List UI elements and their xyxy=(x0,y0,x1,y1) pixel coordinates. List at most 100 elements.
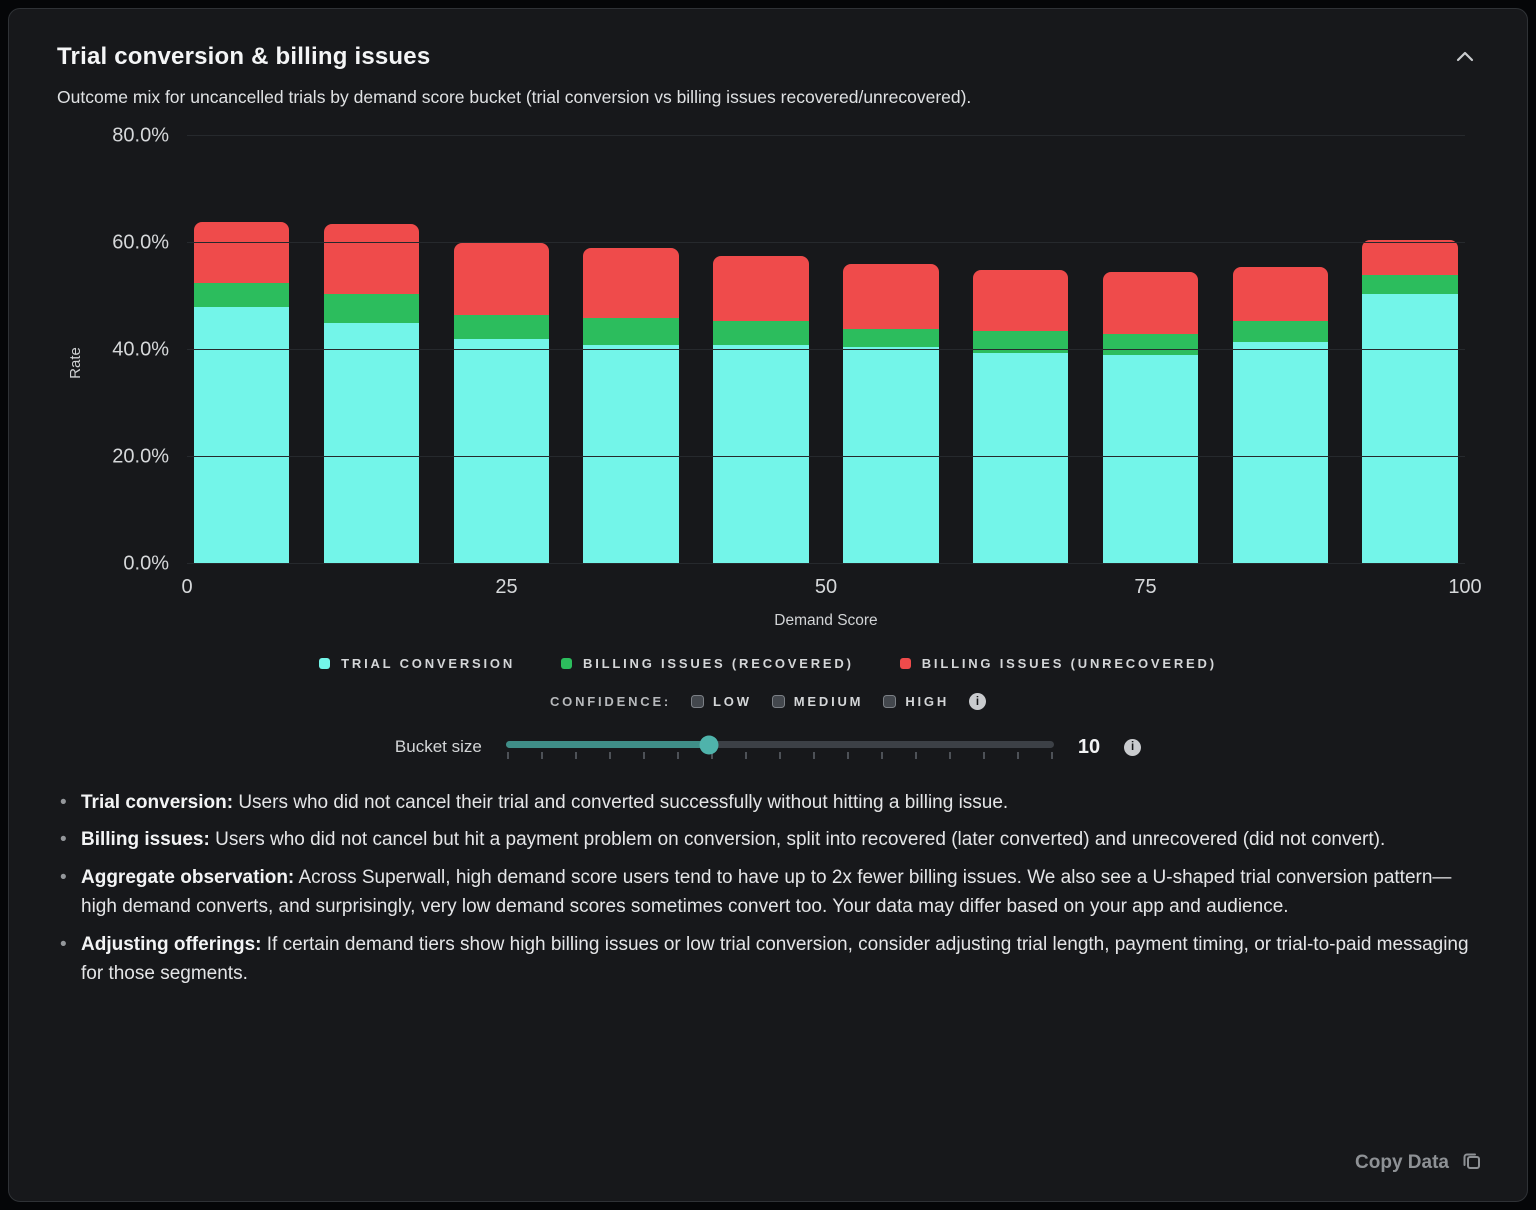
slider-tick xyxy=(778,752,781,759)
bar-segment xyxy=(972,331,1069,353)
slider-tick xyxy=(608,752,611,759)
y-axis-tick-label: 40.0% xyxy=(112,338,169,361)
bar-segment xyxy=(843,328,939,348)
bucket-size-row: Bucket size 10 i xyxy=(57,734,1479,760)
bar-segment xyxy=(323,224,420,294)
x-axis-tick-label: 100 xyxy=(1448,576,1482,598)
checkbox[interactable] xyxy=(691,695,705,708)
chevron-up-icon xyxy=(1455,51,1475,66)
stacked-bar-30-40[interactable] xyxy=(583,248,679,564)
checkbox[interactable] xyxy=(883,695,897,708)
y-axis-tick-label: 20.0% xyxy=(112,445,169,468)
note-text: Users who did not cancel but hit a payme… xyxy=(209,829,1386,851)
y-axis-title: Rate xyxy=(67,347,84,380)
bucket-size-slider[interactable] xyxy=(505,734,1054,760)
confidence-option-label: LOW xyxy=(713,694,752,709)
gridline xyxy=(187,242,1465,243)
stacked-bar-70-80[interactable] xyxy=(1102,272,1199,564)
card-subtitle: Outcome mix for uncancelled trials by de… xyxy=(57,87,972,107)
legend-swatch xyxy=(319,658,331,669)
legend-item[interactable]: TRIAL CONVERSION xyxy=(319,656,515,671)
slider-tick xyxy=(744,752,747,759)
card-header: Trial conversion & billing issues xyxy=(57,43,1479,71)
bar-segment xyxy=(1102,355,1199,564)
slider-tick xyxy=(880,752,883,759)
y-axis-tick-label: 80.0% xyxy=(112,124,169,147)
bars-container xyxy=(187,136,1465,564)
stacked-bar-90-100[interactable] xyxy=(1362,240,1458,564)
copy-icon xyxy=(1462,1151,1481,1175)
bar-segment xyxy=(713,256,809,321)
slider-tick xyxy=(540,752,543,759)
copy-data-button[interactable]: Copy Data xyxy=(1355,1151,1481,1175)
trial-conversion-card: Trial conversion & billing issues Outcom… xyxy=(8,8,1528,1202)
slider-fill xyxy=(505,741,709,748)
legend-item[interactable]: BILLING ISSUES (UNRECOVERED) xyxy=(899,656,1217,671)
slider-tick xyxy=(982,752,985,759)
bar-segment xyxy=(453,339,550,564)
x-axis-tick-label: 0 xyxy=(181,576,193,598)
slider-tick xyxy=(506,752,509,759)
y-axis-tick-label: 60.0% xyxy=(112,231,169,254)
confidence-option-label: MEDIUM xyxy=(793,694,864,709)
slider-ticks xyxy=(506,752,1053,760)
stacked-bar-20-30[interactable] xyxy=(453,243,550,564)
confidence-option-label: HIGH xyxy=(905,694,950,709)
confidence-option-low[interactable]: LOW xyxy=(691,694,752,709)
bar-segment xyxy=(1232,320,1329,342)
slider-track[interactable] xyxy=(505,741,1054,748)
confidence-label: CONFIDENCE: xyxy=(549,694,672,709)
info-icon[interactable]: i xyxy=(969,693,987,710)
note-text: If certain demand tiers show high billin… xyxy=(81,933,1469,985)
stacked-bar-60-70[interactable] xyxy=(972,269,1069,564)
confidence-options: LOW MEDIUM HIGH xyxy=(691,694,949,709)
stacked-bar-0-10[interactable] xyxy=(194,221,290,564)
bar-segment xyxy=(1232,341,1329,564)
note-text: Users who did not cancel their trial and… xyxy=(233,792,1009,813)
slider-tick xyxy=(1016,752,1019,759)
slider-thumb[interactable] xyxy=(699,735,719,754)
bar-segment xyxy=(972,352,1069,564)
legend-swatch xyxy=(899,658,911,669)
legend-label: BILLING ISSUES (UNRECOVERED) xyxy=(921,656,1217,671)
slider-tick xyxy=(1050,752,1053,759)
stacked-bar-40-50[interactable] xyxy=(713,256,809,564)
bar-segment xyxy=(323,293,420,324)
bucket-size-label: Bucket size xyxy=(394,737,482,756)
note-lead: Aggregate observation: xyxy=(81,866,295,888)
slider-tick xyxy=(710,752,713,759)
chart-legend: TRIAL CONVERSION BILLING ISSUES (RECOVERE… xyxy=(57,656,1479,671)
bar-segment xyxy=(583,248,679,318)
gridline xyxy=(187,563,1465,564)
bar-segment xyxy=(972,269,1069,332)
notes-list: Trial conversion: Users who did not canc… xyxy=(57,788,1479,989)
legend-item[interactable]: BILLING ISSUES (RECOVERED) xyxy=(561,656,854,671)
bar-segment xyxy=(713,344,809,564)
stacked-bar-10-20[interactable] xyxy=(323,224,420,564)
slider-tick xyxy=(846,752,849,759)
note-item: Adjusting offerings: If certain demand t… xyxy=(57,930,1479,989)
x-axis-title: Demand Score xyxy=(774,612,878,629)
confidence-option-high[interactable]: HIGH xyxy=(883,694,949,709)
bar-segment xyxy=(843,264,939,329)
legend-swatch xyxy=(561,658,573,669)
stacked-bar-80-90[interactable] xyxy=(1232,267,1329,564)
bar-segment xyxy=(1232,267,1329,321)
slider-tick xyxy=(948,752,951,759)
collapse-button[interactable] xyxy=(1451,45,1479,70)
legend-label: BILLING ISSUES (RECOVERED) xyxy=(583,656,854,671)
confidence-option-medium[interactable]: MEDIUM xyxy=(771,694,864,709)
note-lead: Adjusting offerings: xyxy=(81,933,262,955)
checkbox[interactable] xyxy=(771,695,785,708)
bar-segment xyxy=(1102,333,1199,356)
stacked-bar-50-60[interactable] xyxy=(843,264,939,564)
bar-segment xyxy=(1102,272,1199,334)
legend-label: TRIAL CONVERSION xyxy=(341,656,516,671)
note-item: Aggregate observation: Across Superwall,… xyxy=(57,863,1479,922)
bar-segment xyxy=(1362,275,1458,294)
bar-segment xyxy=(453,243,550,316)
note-text: Across Superwall, high demand score user… xyxy=(81,866,1452,918)
info-icon[interactable]: i xyxy=(1124,738,1142,756)
bar-segment xyxy=(194,283,290,308)
note-item: Billing issues: Users who did not cancel… xyxy=(57,825,1479,855)
